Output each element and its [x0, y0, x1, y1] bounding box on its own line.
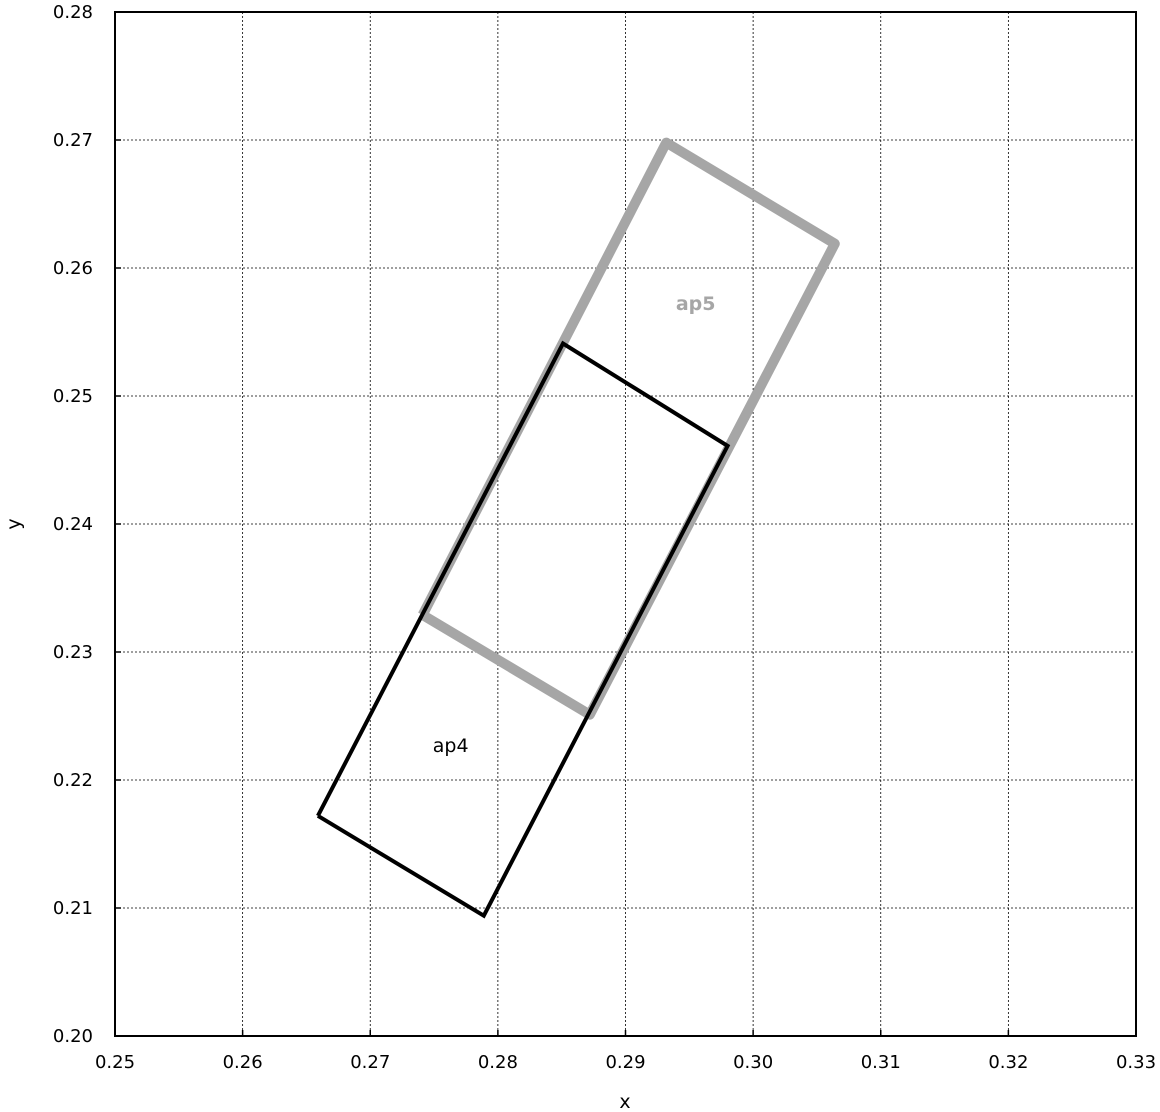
series-ap4-outline [316, 340, 731, 919]
y-tick-label: 0.22 [53, 770, 93, 791]
x-tick-label: 0.28 [478, 1052, 518, 1073]
x-tick-label: 0.27 [350, 1052, 390, 1073]
y-tick-label: 0.24 [53, 514, 93, 535]
x-tick-label: 0.26 [223, 1052, 263, 1073]
x-tick-label: 0.30 [733, 1052, 773, 1073]
y-axis-label: y [3, 518, 25, 529]
y-tick-labels: 0.20 0.21 0.22 0.23 0.24 0.25 0.26 0.27 0.28 [53, 2, 93, 1047]
y-tick-label: 0.27 [53, 130, 93, 151]
x-tick-label: 0.29 [605, 1052, 645, 1073]
x-axis-label: x [619, 1091, 630, 1112]
y-tick-label: 0.21 [53, 898, 93, 919]
plot-series: ap5 ap4 [316, 137, 840, 919]
grid-lines [115, 12, 1136, 1036]
x-tick-label: 0.32 [988, 1052, 1028, 1073]
tick-marks [114, 11, 1137, 1037]
x-tick-label: 0.31 [861, 1052, 901, 1073]
series-ap4-label: ap4 [433, 735, 469, 757]
x-tick-label: 0.25 [95, 1052, 135, 1073]
y-tick-label: 0.20 [53, 1026, 93, 1047]
series-ap5-outline [418, 137, 840, 720]
series-ap5-label: ap5 [676, 293, 716, 315]
y-tick-label: 0.23 [53, 642, 93, 663]
y-tick-label: 0.28 [53, 2, 93, 23]
x-tick-labels: 0.25 0.26 0.27 0.28 0.29 0.30 0.31 0.32 0.33 [95, 1052, 1156, 1073]
x-tick-label: 0.33 [1116, 1052, 1156, 1073]
y-tick-label: 0.25 [53, 386, 93, 407]
y-tick-label: 0.26 [53, 258, 93, 279]
